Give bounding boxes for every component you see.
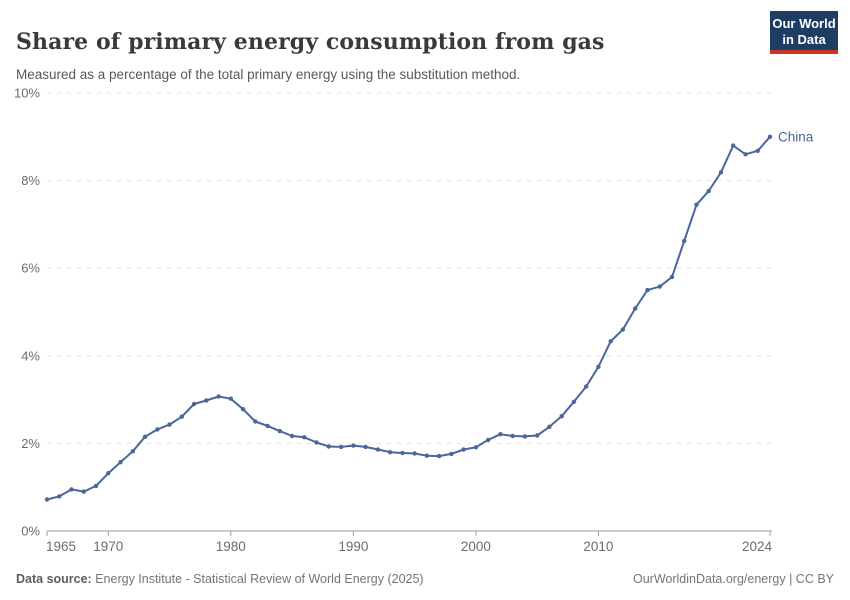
data-point[interactable] bbox=[167, 422, 172, 427]
y-axis-tick-label: 4% bbox=[21, 348, 40, 363]
y-axis-tick-label: 6% bbox=[21, 261, 40, 276]
data-point[interactable] bbox=[81, 489, 87, 494]
chart-footer: Data source: Energy Institute - Statisti… bbox=[16, 572, 834, 586]
data-point[interactable] bbox=[142, 434, 148, 439]
data-source-text: Energy Institute - Statistical Review of… bbox=[91, 572, 424, 586]
data-point[interactable] bbox=[449, 451, 454, 457]
data-point[interactable] bbox=[191, 401, 197, 407]
data-point[interactable] bbox=[179, 414, 184, 419]
data-point[interactable] bbox=[461, 447, 466, 452]
data-point[interactable] bbox=[69, 487, 74, 492]
data-point[interactable] bbox=[510, 433, 515, 439]
series-label[interactable]: China bbox=[778, 129, 814, 144]
data-point[interactable] bbox=[265, 423, 270, 429]
data-point[interactable] bbox=[522, 434, 528, 439]
data-point[interactable] bbox=[106, 471, 111, 476]
data-point[interactable] bbox=[216, 394, 221, 399]
x-axis-tick-label: 1990 bbox=[338, 539, 368, 554]
data-point[interactable] bbox=[289, 433, 295, 439]
y-axis-tick-label: 2% bbox=[21, 436, 40, 451]
data-point[interactable] bbox=[387, 450, 393, 455]
data-point[interactable] bbox=[633, 306, 638, 311]
data-point[interactable] bbox=[669, 274, 675, 280]
data-line bbox=[46, 135, 771, 501]
data-source-note: Data source: Energy Institute - Statisti… bbox=[16, 572, 424, 586]
y-axis-tick-label: 10% bbox=[14, 86, 40, 101]
data-point[interactable] bbox=[743, 152, 748, 157]
data-point[interactable] bbox=[326, 444, 331, 449]
data-point[interactable] bbox=[694, 202, 699, 207]
data-point[interactable] bbox=[400, 450, 405, 456]
data-point[interactable] bbox=[253, 419, 258, 424]
data-point[interactable] bbox=[718, 170, 724, 175]
data-point[interactable] bbox=[767, 134, 773, 139]
page-title: Share of primary energy consumption from… bbox=[16, 28, 605, 55]
data-point[interactable] bbox=[559, 414, 564, 419]
data-point[interactable] bbox=[731, 143, 736, 148]
data-point[interactable] bbox=[338, 444, 344, 450]
data-point[interactable] bbox=[130, 449, 135, 454]
data-point[interactable] bbox=[412, 451, 417, 456]
data-point[interactable] bbox=[535, 433, 540, 438]
data-point[interactable] bbox=[620, 327, 626, 332]
data-point[interactable] bbox=[486, 437, 491, 443]
x-axis-tick-label: 2010 bbox=[583, 539, 613, 554]
x-axis-tick-label: 1965 bbox=[46, 539, 76, 554]
data-point[interactable] bbox=[302, 435, 307, 440]
owid-logo-line2: in Data bbox=[782, 31, 826, 47]
data-point[interactable] bbox=[351, 443, 356, 448]
y-axis-tick-label: 0% bbox=[21, 524, 40, 539]
x-axis-tick-label: 2024 bbox=[742, 539, 773, 554]
data-point[interactable] bbox=[436, 453, 442, 459]
data-point[interactable] bbox=[277, 428, 282, 434]
data-point[interactable] bbox=[596, 364, 601, 369]
data-point[interactable] bbox=[682, 238, 687, 244]
data-point[interactable] bbox=[204, 398, 209, 403]
x-axis-tick-label: 2000 bbox=[461, 539, 491, 554]
data-point[interactable] bbox=[571, 399, 577, 404]
data-point[interactable] bbox=[498, 432, 503, 437]
data-point[interactable] bbox=[57, 494, 62, 499]
attribution-note: OurWorldinData.org/energy | CC BY bbox=[632, 572, 834, 586]
owid-logo-line1: Our World bbox=[772, 16, 836, 31]
page-subtitle: Measured as a percentage of the total pr… bbox=[16, 66, 521, 82]
data-point[interactable] bbox=[118, 460, 123, 465]
data-point[interactable] bbox=[706, 188, 711, 194]
data-point[interactable] bbox=[375, 447, 381, 452]
data-point[interactable] bbox=[424, 453, 430, 458]
data-point[interactable] bbox=[363, 444, 368, 450]
data-point[interactable] bbox=[44, 497, 50, 502]
y-axis-tick-label: 8% bbox=[21, 173, 40, 188]
data-point[interactable] bbox=[93, 483, 99, 489]
data-point[interactable] bbox=[755, 148, 760, 153]
x-axis-tick-label: 1980 bbox=[216, 539, 246, 554]
data-point[interactable] bbox=[608, 339, 613, 344]
data-point[interactable] bbox=[584, 384, 589, 389]
data-point[interactable] bbox=[240, 407, 246, 412]
data-point[interactable] bbox=[645, 287, 650, 293]
data-point[interactable] bbox=[473, 445, 479, 450]
data-point[interactable] bbox=[657, 284, 662, 289]
x-axis-tick-label: 1970 bbox=[93, 539, 123, 554]
data-point[interactable] bbox=[228, 396, 233, 401]
data-source-label: Data source: bbox=[16, 572, 92, 586]
data-point[interactable] bbox=[155, 427, 160, 432]
data-point[interactable] bbox=[314, 440, 319, 445]
data-point[interactable] bbox=[547, 424, 552, 429]
owid-logo: Our World in Data bbox=[770, 11, 838, 55]
